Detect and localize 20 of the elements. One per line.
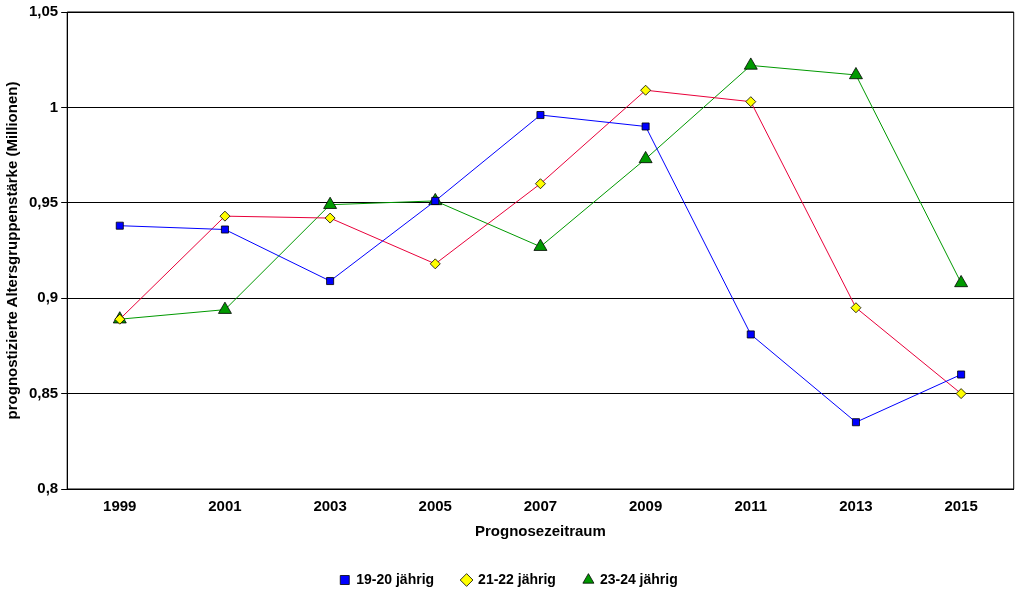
y-tick-label: 1 — [49, 97, 59, 115]
legend-label: 21-22 jährig — [478, 570, 556, 587]
x-tick-label: 2009 — [628, 497, 663, 515]
x-tick-label: 2001 — [208, 497, 242, 515]
x-tick-label: 2003 — [313, 497, 347, 515]
y-tick-label: 0,95 — [28, 192, 59, 210]
x-tick-label: 2005 — [418, 497, 452, 515]
y-tick-label: 0,85 — [28, 383, 59, 401]
x-tick-label: 2013 — [839, 497, 873, 515]
legend-label: 19-20 jährig — [356, 570, 435, 587]
x-axis-title: Prognosezeitraum — [475, 522, 606, 540]
y-axis-title: prognostizierte Altersgruppenstärke (Millionen) — [3, 81, 21, 420]
x-tick-label: 2011 — [734, 497, 768, 515]
y-tick-label: 0,8 — [37, 479, 59, 497]
legend-label: 23-24 jährig — [599, 570, 678, 587]
x-tick-label: 1999 — [103, 497, 137, 515]
x-tick-label: 2015 — [944, 497, 978, 515]
y-tick-label: 1,05 — [28, 2, 59, 20]
x-tick-label: 2007 — [523, 497, 558, 515]
y-tick-label: 0,9 — [37, 288, 59, 306]
